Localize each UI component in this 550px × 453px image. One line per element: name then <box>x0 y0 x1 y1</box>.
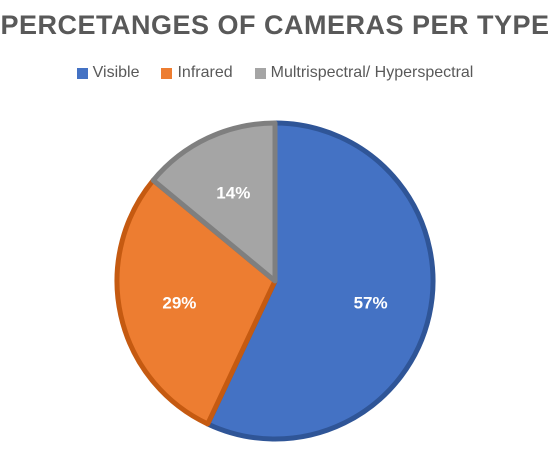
legend-label-multispectral: Multrispectral/ Hyperspectral <box>270 64 474 81</box>
legend-swatch-multispectral <box>254 67 266 79</box>
legend-item-infrared: Infrared <box>161 64 233 82</box>
chart-title: PERCETANGES OF CAMERAS PER TYPE <box>0 10 550 40</box>
legend: Visible Infrared Multrispectral/ Hypersp… <box>0 64 550 82</box>
legend-label-infrared: Infrared <box>177 64 233 81</box>
pie-slice-multispectral <box>150 120 278 284</box>
legend-item-multispectral: Multrispectral/ Hyperspectral <box>254 64 474 82</box>
data-label-multispectral: 14% <box>216 183 250 202</box>
data-label-visible: 57% <box>354 293 388 312</box>
legend-item-visible: Visible <box>76 64 140 82</box>
legend-swatch-infrared <box>161 67 173 79</box>
legend-label-visible: Visible <box>92 64 140 81</box>
pie-slice-visible <box>205 120 436 442</box>
legend-swatch-visible <box>76 67 88 79</box>
data-label-infrared: 29% <box>162 293 196 312</box>
pie-slice-infrared <box>114 177 278 427</box>
